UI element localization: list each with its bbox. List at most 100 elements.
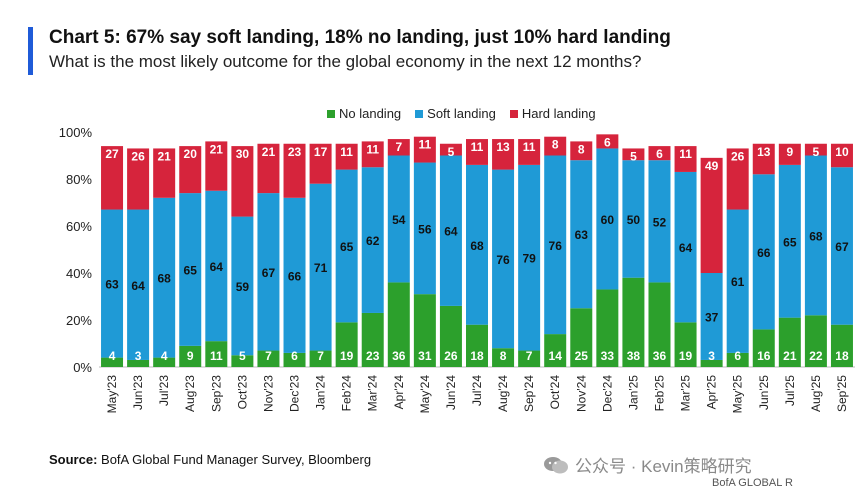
y-tick-label: 100% [59, 125, 93, 140]
data-label-hard-landing: 11 [471, 140, 484, 154]
bar-soft-landing [596, 148, 619, 290]
bar-hard-landing [596, 134, 619, 149]
data-label-no-landing: 22 [809, 349, 823, 363]
x-tick-label: Jun'24 [444, 375, 458, 410]
data-label-no-landing: 25 [575, 349, 589, 363]
bar-soft-landing [778, 164, 801, 318]
bar-hard-landing [153, 148, 176, 198]
data-label-no-landing: 7 [317, 349, 324, 363]
x-tick-label: Jul'24 [470, 375, 484, 406]
data-label-no-landing: 6 [291, 349, 298, 363]
bar-no-landing [127, 359, 150, 367]
bar-no-landing [231, 355, 254, 367]
data-label-soft-landing: 67 [835, 240, 849, 254]
data-label-hard-landing: 11 [523, 140, 536, 154]
x-tick-label: Sep'23 [209, 375, 223, 412]
bar-no-landing [674, 322, 697, 367]
data-label-hard-landing: 13 [496, 140, 510, 154]
legend-item-hard-landing: Hard landing [509, 106, 596, 121]
bar-hard-landing [413, 136, 436, 163]
bar-hard-landing [335, 143, 358, 170]
bar-soft-landing [153, 197, 176, 358]
bar-soft-landing [570, 160, 593, 309]
data-label-soft-landing: 63 [575, 228, 589, 242]
x-tick-label: Jul'23 [157, 375, 171, 406]
data-label-hard-landing: 21 [262, 145, 276, 159]
bar-hard-landing [544, 136, 567, 156]
bar-hard-landing [570, 141, 593, 161]
y-tick-label: 80% [66, 172, 92, 187]
x-tick-label: Jan'24 [314, 375, 328, 410]
data-label-hard-landing: 11 [366, 142, 379, 156]
y-tick-label: 0% [73, 360, 92, 375]
chart-title: Chart 5: 67% say soft landing, 18% no la… [49, 27, 671, 48]
bar-hard-landing [726, 148, 749, 210]
bar-no-landing [622, 277, 645, 367]
x-tick-label: Aug'25 [809, 375, 823, 412]
bar-soft-landing [205, 190, 228, 342]
bar-soft-landing [101, 209, 124, 358]
data-label-no-landing: 7 [526, 349, 533, 363]
data-label-no-landing: 4 [109, 349, 116, 363]
bar-no-landing [830, 324, 853, 367]
data-label-no-landing: 19 [679, 349, 693, 363]
legend-item-soft-landing: Soft landing [415, 106, 496, 121]
data-label-soft-landing: 66 [288, 269, 302, 283]
bar-no-landing [387, 282, 410, 367]
x-tick-label: Sep'25 [835, 375, 849, 412]
bar-hard-landing [804, 143, 827, 156]
bar-hard-landing [127, 148, 150, 210]
bar-no-landing [101, 357, 124, 367]
bar-hard-landing [179, 146, 202, 194]
data-label-soft-landing: 66 [757, 246, 771, 260]
bar-hard-landing [492, 139, 515, 170]
bar-hard-landing [361, 141, 384, 168]
footer-bottom-text: BofA GLOBAL R [712, 477, 793, 489]
bar-soft-landing [804, 155, 827, 316]
bar-soft-landing [179, 193, 202, 346]
watermark: 公众号 · Kevin策略研究 [543, 452, 752, 477]
data-label-soft-landing: 62 [366, 234, 380, 248]
data-label-soft-landing: 65 [340, 240, 354, 254]
y-tick-label: 20% [66, 313, 92, 328]
data-label-no-landing: 3 [708, 349, 715, 363]
x-tick-label: Feb'24 [340, 375, 354, 412]
x-tick-label: Apr'25 [705, 375, 719, 410]
bar-hard-landing [283, 143, 306, 198]
x-tick-label: Jun'25 [757, 375, 771, 410]
source-text: BofA Global Fund Manager Survey, Bloombe… [101, 452, 372, 467]
data-label-no-landing: 14 [549, 349, 563, 363]
bar-no-landing [466, 324, 488, 367]
bar-no-landing [361, 312, 384, 367]
data-label-no-landing: 9 [187, 349, 194, 363]
bar-hard-landing [622, 148, 645, 161]
data-label-hard-landing: 27 [105, 147, 119, 161]
bar-hard-landing [257, 143, 280, 194]
data-label-soft-landing: 63 [105, 278, 119, 292]
bar-no-landing [257, 350, 280, 367]
bar-hard-landing [700, 157, 723, 273]
data-label-soft-landing: 76 [496, 253, 510, 267]
bar-hard-landing [778, 143, 801, 165]
data-label-hard-landing: 8 [552, 138, 559, 152]
legend-label-soft-landing: Soft landing [427, 106, 496, 121]
bar-hard-landing [231, 146, 254, 217]
data-label-hard-landing: 5 [630, 149, 637, 163]
bar-hard-landing [752, 143, 775, 175]
data-label-hard-landing: 23 [288, 145, 302, 159]
bar-no-landing [752, 329, 775, 367]
bar-hard-landing [387, 139, 410, 156]
data-label-no-landing: 7 [265, 349, 272, 363]
bar-soft-landing [231, 216, 254, 356]
data-label-no-landing: 3 [135, 349, 142, 363]
x-tick-label: May'23 [105, 375, 119, 414]
bar-soft-landing [466, 164, 488, 325]
data-label-soft-landing: 64 [210, 260, 224, 274]
data-label-soft-landing: 68 [809, 229, 823, 243]
data-label-soft-landing: 60 [601, 213, 615, 227]
data-label-no-landing: 18 [470, 349, 484, 363]
x-tick-label: Oct'23 [235, 375, 249, 410]
data-label-no-landing: 21 [783, 349, 797, 363]
data-label-soft-landing: 68 [470, 239, 484, 253]
